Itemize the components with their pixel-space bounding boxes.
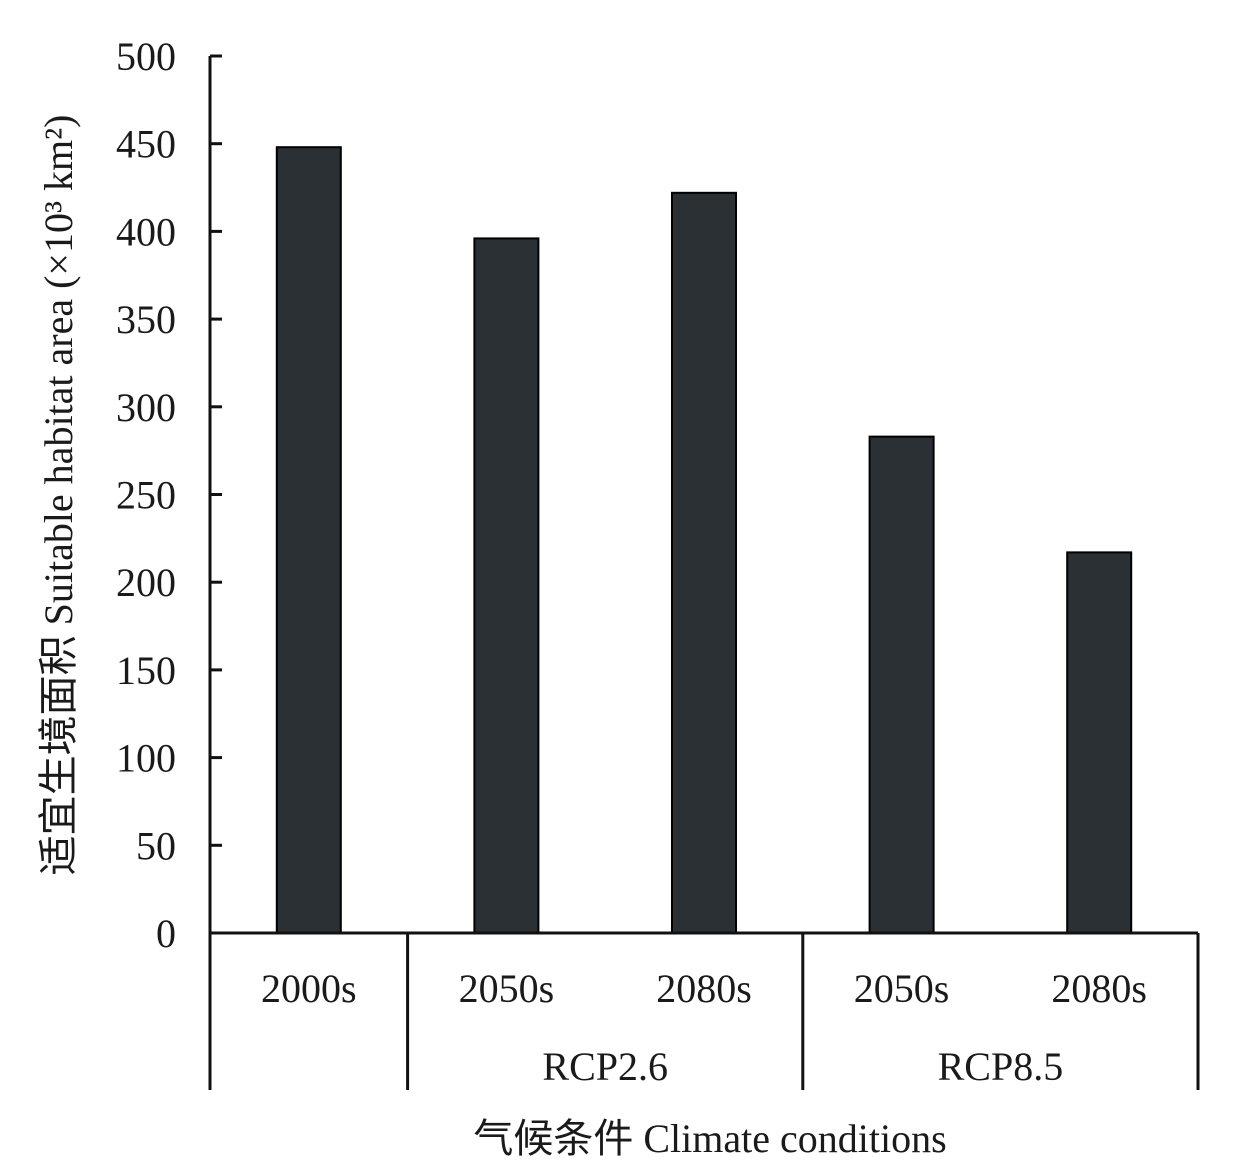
x-group-label: RCP2.6 [542, 1044, 668, 1089]
x-category-label: 2080s [1051, 966, 1147, 1011]
x-category-label: 2080s [656, 966, 752, 1011]
bar [868, 435, 935, 934]
y-tick-label: 0 [156, 911, 176, 956]
y-axis-title: 适宜生境面积 Suitable habitat area (×10³ km²) [36, 115, 81, 876]
bar [1066, 551, 1133, 935]
y-tick-label: 200 [116, 560, 176, 605]
x-axis: 2000s 2050s 2080s 2050s 2080s RCP2.6 RCP8.5 [210, 931, 1200, 1090]
y-tick-label: 450 [116, 122, 176, 167]
y-axis: 0 50 100 150 200 250 300 350 400 450 500 [116, 34, 222, 1090]
y-tick-label: 150 [116, 648, 176, 693]
y-tick-label: 300 [116, 385, 176, 430]
bar [671, 191, 737, 934]
x-category-label: 2050s [854, 966, 950, 1011]
y-tick-label: 100 [116, 736, 176, 781]
y-tick-label: 250 [116, 473, 176, 518]
bar [275, 146, 342, 934]
y-tick-label: 50 [136, 823, 176, 868]
bar [473, 237, 540, 934]
x-axis-title: 气候条件 Climate conditions [473, 1116, 946, 1161]
y-tick-label: 400 [116, 209, 176, 254]
x-category-label: 2000s [261, 966, 357, 1011]
y-tick-label: 500 [116, 34, 176, 79]
x-group-label: RCP8.5 [938, 1044, 1064, 1089]
x-category-label: 2050s [459, 966, 555, 1011]
y-tick-label: 350 [116, 297, 176, 342]
bars [275, 146, 1133, 935]
